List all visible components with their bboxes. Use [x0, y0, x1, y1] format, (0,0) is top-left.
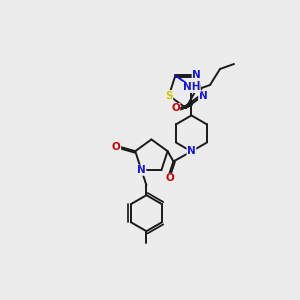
Text: N: N — [192, 70, 201, 80]
Text: O: O — [165, 173, 174, 183]
Text: N: N — [187, 146, 196, 156]
Text: O: O — [112, 142, 121, 152]
Text: N: N — [199, 91, 208, 100]
Text: O: O — [171, 103, 180, 113]
Text: NH: NH — [183, 82, 200, 92]
Text: S: S — [165, 91, 172, 100]
Text: N: N — [137, 165, 146, 175]
